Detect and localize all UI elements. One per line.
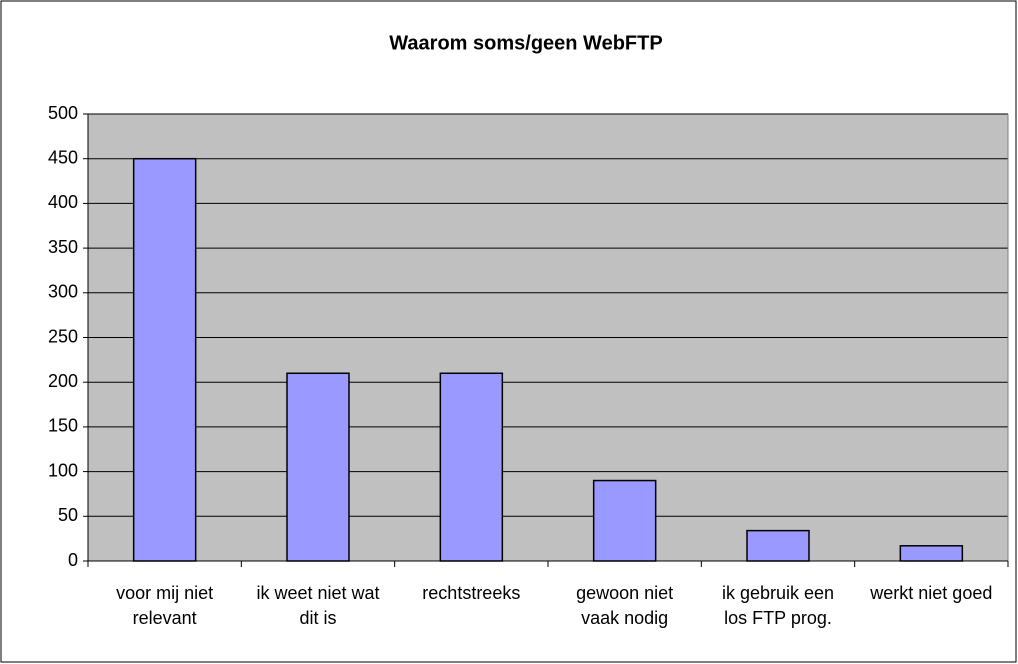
y-tick-label: 250: [48, 326, 78, 346]
x-tick-label: gewoon niet vaak nodig: [576, 583, 674, 628]
bar: [132, 157, 197, 562]
bar: [746, 529, 810, 562]
x-tick-label: rechtstreeks: [422, 583, 521, 603]
chart-title: Waarom soms/geen WebFTP: [389, 32, 662, 54]
y-tick-label: 300: [48, 282, 78, 302]
y-tick-label: 0: [68, 550, 78, 570]
y-tick-label: 450: [48, 147, 78, 167]
bar: [592, 479, 657, 562]
y-tick-label: 400: [48, 192, 78, 212]
y-tick-label: 500: [48, 103, 78, 123]
y-tick-label: 350: [48, 237, 78, 257]
x-tick-label: voor mij niet relevant: [116, 583, 214, 628]
x-tick-label: ik weet niet wat dit is: [256, 583, 380, 628]
y-tick-label: 100: [48, 460, 78, 480]
y-tick-label: 200: [48, 371, 78, 391]
x-tick-label: werkt niet goed: [870, 583, 993, 603]
x-tick-label: ik gebruik een los FTP prog.: [721, 583, 835, 628]
y-tick-label: 150: [48, 416, 78, 436]
bar: [439, 372, 504, 562]
y-tick-label: 50: [58, 505, 78, 525]
bar: [286, 372, 350, 562]
bar: [899, 545, 964, 562]
